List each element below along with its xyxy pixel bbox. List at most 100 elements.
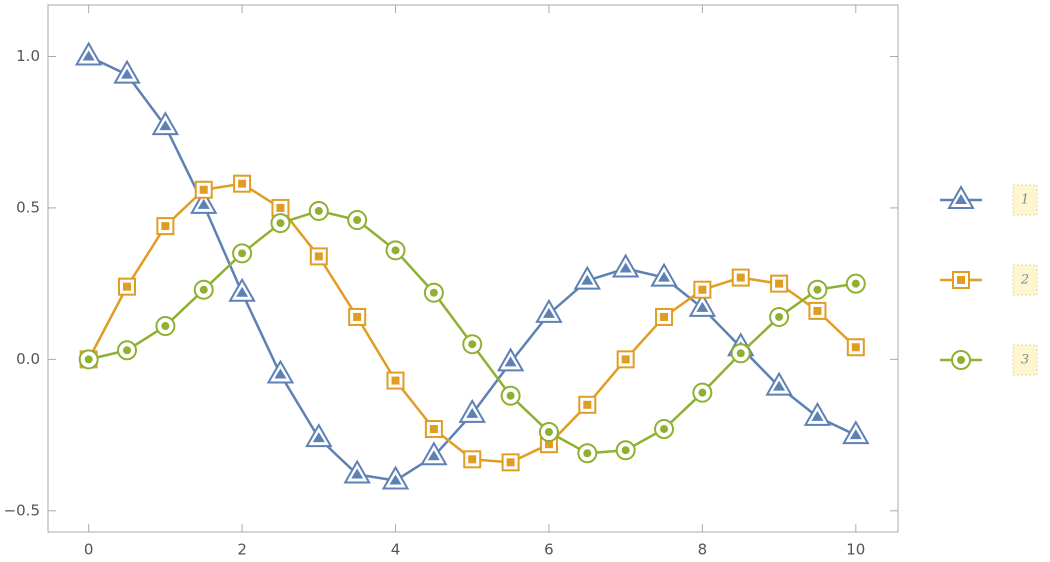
marker [463,450,482,469]
marker [730,343,751,364]
marker-inner [698,285,707,294]
marker-inner [389,474,402,485]
marker [151,111,180,136]
marker [193,279,214,300]
marker-inner [811,410,824,421]
marker-inner [353,312,362,321]
marker-inner [621,355,630,364]
marker [807,279,828,300]
marker [305,423,333,448]
legend-label: 3 [1021,353,1029,368]
marker [155,316,176,337]
marker [113,59,141,84]
marker [803,401,832,426]
x-tick-label: 6 [544,541,554,559]
marker-inner [813,285,822,294]
marker [156,217,175,236]
marker-inner [621,446,630,455]
marker-inner [238,249,247,258]
marker [348,307,367,326]
legend-label: 2 [1020,273,1029,288]
marker [118,277,137,296]
y-tick-label: 0.5 [16,198,40,216]
legend-label-box [1012,344,1038,376]
marker [951,350,971,370]
marker [616,350,635,369]
marker-inner [736,273,745,282]
marker-inner [197,198,210,209]
marker [845,273,866,294]
marker [952,271,970,289]
marker-inner [660,425,669,434]
marker-inner [236,286,249,297]
marker-inner [276,203,285,212]
marker-inner [314,206,323,215]
marker [270,213,291,234]
marker-inner [775,312,784,321]
marker-inner [544,440,553,449]
marker [462,334,483,355]
marker [947,184,975,209]
marker [535,298,563,323]
marker [385,240,406,261]
marker [654,419,675,440]
marker-inner [506,458,515,467]
marker [538,422,559,443]
marker-inner [121,68,134,79]
marker-inner [314,252,323,261]
marker-inner [736,349,745,358]
marker [458,398,486,423]
marker-inner [851,343,860,352]
marker [655,307,674,326]
marker-inner [199,285,208,294]
marker [423,282,444,303]
marker-inner [775,279,784,288]
marker-inner [583,400,592,409]
marker-inner [619,262,632,273]
marker [577,443,598,464]
marker [78,349,99,370]
y-tick-label: −0.5 [4,501,40,519]
marker-inner [123,346,132,355]
marker [424,420,443,439]
plot-frame [47,4,899,533]
marker-inner [955,194,967,204]
marker [765,371,793,396]
marker-inner [468,455,477,464]
marker [308,200,329,221]
marker [688,292,717,317]
marker [501,453,520,472]
marker [496,347,525,372]
y-tick-label: 0.0 [16,350,40,368]
x-tick-label: 8 [698,541,708,559]
marker [842,420,870,445]
marker-inner [957,356,965,364]
marker-inner [199,185,208,194]
x-tick-label: 10 [846,541,865,559]
marker-inner [159,120,172,131]
marker-inner [583,449,592,458]
x-tick-label: 0 [84,541,94,559]
marker-inner [351,468,364,479]
marker [615,440,636,461]
marker-inner [429,288,438,297]
marker [769,306,790,327]
marker-inner [581,274,594,285]
marker-inner [957,276,965,284]
legend-label: 1 [1021,193,1029,208]
marker [194,180,213,199]
marker [500,385,521,406]
marker [770,274,789,293]
legend-label-box [1012,264,1038,296]
marker [381,465,410,490]
x-tick-label: 2 [237,541,247,559]
marker-inner [427,450,440,461]
legend-label-box [1012,184,1038,216]
marker [573,265,602,290]
marker-inner [276,219,285,228]
y-tick-label: 1.0 [16,47,40,65]
marker [347,210,368,231]
marker-inner [851,279,860,288]
marker-inner [506,391,515,400]
